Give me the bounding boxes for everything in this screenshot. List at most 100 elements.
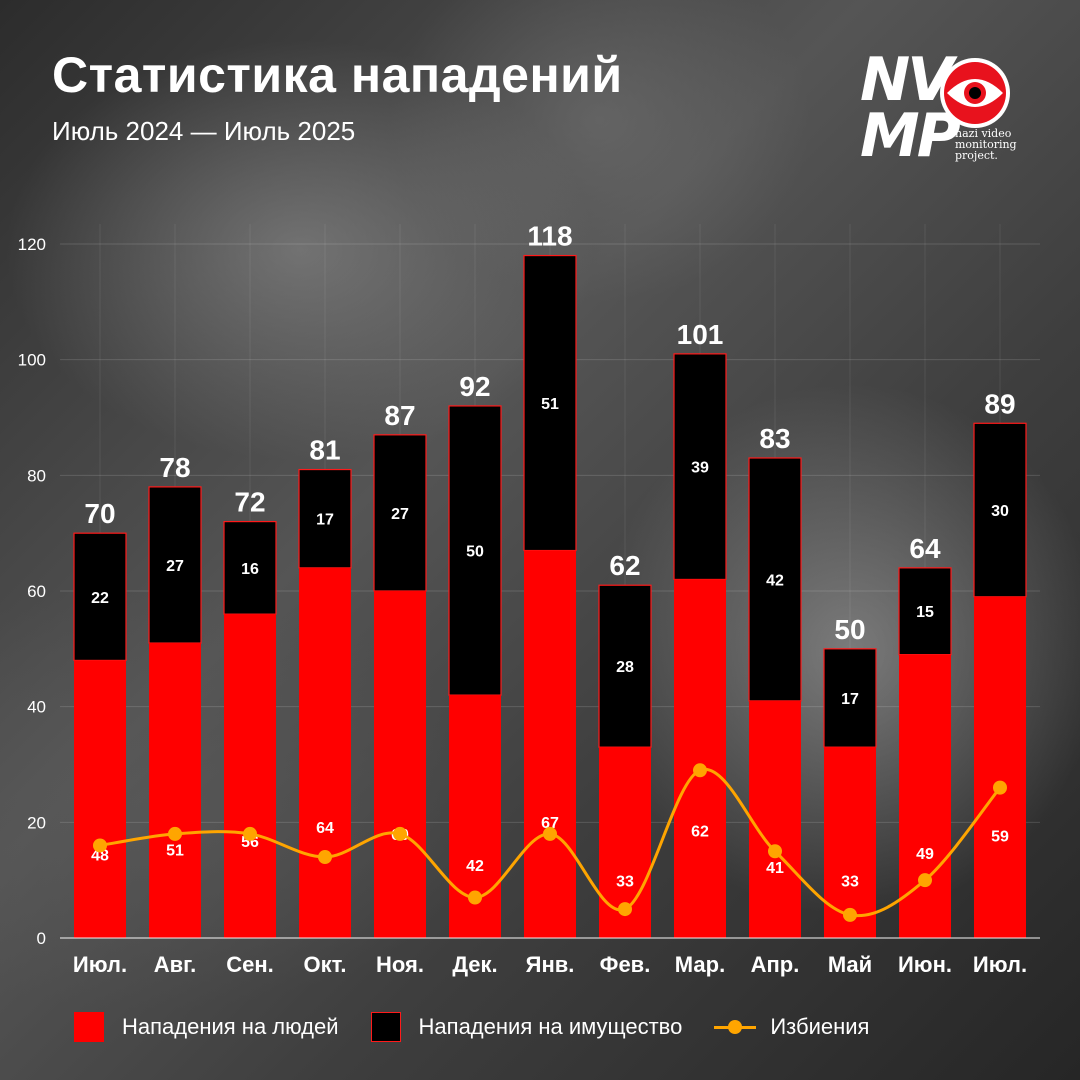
- line-point-beatings: [543, 826, 557, 841]
- data-label-property: 15: [916, 604, 934, 621]
- legend-label: Нападения на имущество: [418, 1014, 683, 1039]
- bar-property: [523, 254, 577, 552]
- bar-property: [73, 532, 127, 662]
- data-label-property: 17: [841, 691, 859, 708]
- data-label-property: 22: [91, 590, 109, 607]
- data-label-people: 64: [316, 820, 334, 837]
- data-label-people: 51: [166, 843, 184, 860]
- y-tick-label: 0: [37, 929, 46, 948]
- line-point-beatings: [993, 780, 1007, 795]
- x-tick-label: Июн.: [898, 952, 952, 977]
- x-tick-label: Май: [828, 952, 872, 977]
- logo-tagline: nazi video monitoring project.: [955, 128, 1035, 161]
- data-label-total: 62: [609, 550, 640, 581]
- data-label-people: 59: [991, 829, 1009, 846]
- bar-people: [74, 660, 126, 938]
- data-label-total: 78: [159, 452, 190, 483]
- data-label-total: 64: [909, 533, 941, 564]
- bar-people: [149, 643, 201, 938]
- x-tick-label: Ноя.: [376, 952, 424, 977]
- chart-legend: Нападения на людей Нападения на имуществ…: [74, 1012, 901, 1042]
- y-tick-label: 100: [18, 351, 46, 370]
- data-label-property: 39: [691, 460, 709, 477]
- data-label-total: 87: [384, 400, 415, 431]
- data-label-total: 70: [84, 498, 115, 529]
- bar-property: [973, 422, 1027, 598]
- bar-people: [899, 654, 951, 938]
- data-label-total: 101: [677, 319, 724, 350]
- data-label-property: 27: [391, 506, 409, 523]
- x-tick-label: Сен.: [226, 952, 274, 977]
- data-label-total: 118: [527, 221, 572, 252]
- line-point-beatings: [693, 763, 707, 778]
- logo-tagline-line: project.: [955, 149, 998, 162]
- data-label-property: 17: [316, 512, 334, 529]
- data-label-property: 42: [766, 572, 784, 589]
- data-label-total: 81: [309, 435, 340, 466]
- data-label-property: 28: [616, 659, 634, 676]
- data-label-total: 83: [759, 423, 790, 454]
- line-point-beatings: [393, 826, 407, 841]
- data-label-people: 48: [91, 848, 109, 865]
- nvmp-logo: NV MP nazi video monitoring project.: [860, 45, 1030, 172]
- y-tick-label: 60: [27, 582, 46, 601]
- logo-tagline-line: monitoring: [955, 138, 1017, 151]
- legend-item-people: Нападения на людей: [74, 1012, 339, 1042]
- bar-property: [598, 584, 652, 748]
- bar-people: [374, 591, 426, 938]
- bar-people: [224, 614, 276, 938]
- line-point-beatings: [843, 907, 857, 922]
- x-tick-label: Дек.: [452, 952, 497, 977]
- page-subtitle: Июль 2024 — Июль 2025: [52, 116, 356, 146]
- bar-people: [749, 700, 801, 938]
- bar-people: [524, 550, 576, 938]
- logo-mark-bottom: MP: [860, 101, 961, 171]
- eye-icon: [940, 58, 1010, 128]
- data-label-total: 72: [234, 487, 265, 518]
- bar-property: [448, 405, 502, 696]
- bar-property: [373, 434, 427, 592]
- x-tick-label: Мар.: [675, 952, 725, 977]
- legend-item-property: Нападения на имущество: [370, 1012, 683, 1042]
- line-point-beatings: [318, 850, 332, 865]
- line-point-beatings: [768, 844, 782, 859]
- data-label-people: 33: [616, 874, 634, 891]
- data-label-people: 41: [766, 860, 784, 877]
- x-tick-label: Авг.: [154, 952, 197, 977]
- legend-item-beatings: Избиения: [714, 1012, 869, 1042]
- data-label-total: 92: [459, 371, 490, 402]
- data-label-people: 62: [691, 823, 709, 840]
- logo-mark-top: NV: [860, 45, 954, 115]
- bar-people: [974, 596, 1026, 938]
- data-label-total: 50: [834, 614, 865, 645]
- line-point-beatings: [918, 873, 932, 888]
- legend-label: Нападения на людей: [122, 1014, 339, 1039]
- bar-property: [148, 486, 202, 644]
- legend-swatch-property: [370, 1012, 401, 1042]
- x-tick-label: Янв.: [526, 952, 575, 977]
- data-label-property: 50: [466, 544, 484, 561]
- bar-people: [299, 567, 351, 938]
- x-tick-label: Фев.: [600, 952, 651, 977]
- bar-property: [298, 468, 352, 569]
- y-tick-label: 20: [27, 813, 46, 832]
- legend-label: Избиения: [770, 1014, 870, 1039]
- line-point-beatings: [618, 902, 632, 917]
- page-title: Статистика нападений: [52, 47, 623, 103]
- bar-people: [674, 579, 726, 938]
- y-tick-label: 40: [27, 698, 46, 717]
- legend-swatch-people: [74, 1012, 104, 1042]
- x-tick-label: Апр.: [751, 952, 800, 977]
- legend-swatch-beatings: [714, 1012, 757, 1042]
- bar-property: [823, 648, 877, 748]
- data-label-people: 33: [841, 874, 859, 891]
- x-tick-label: Июл.: [73, 952, 127, 977]
- data-label-property: 30: [991, 503, 1009, 520]
- bar-property: [748, 457, 802, 702]
- bar-property: [223, 520, 277, 615]
- data-label-people: 67: [541, 815, 559, 832]
- data-label-people: 42: [466, 858, 484, 875]
- data-label-total: 89: [984, 388, 1015, 419]
- logo-tagline-line: nazi video: [955, 127, 1012, 140]
